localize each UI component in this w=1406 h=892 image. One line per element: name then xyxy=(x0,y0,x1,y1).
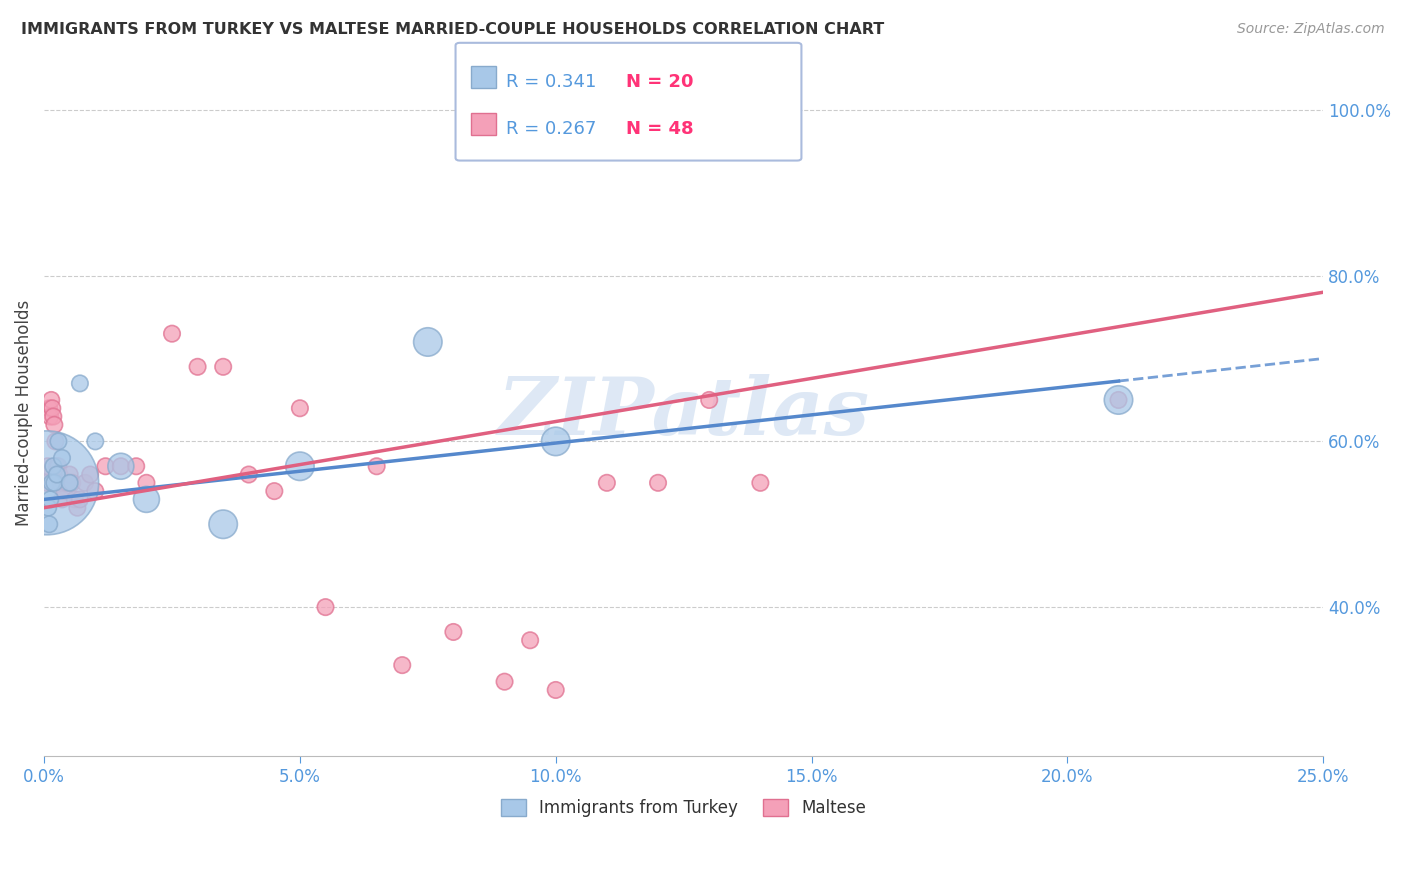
Point xyxy=(212,517,235,532)
Point xyxy=(59,475,82,490)
Point xyxy=(519,633,541,648)
Point xyxy=(39,392,62,407)
Point xyxy=(35,475,58,490)
Text: R = 0.341: R = 0.341 xyxy=(506,73,596,92)
Point xyxy=(69,492,91,507)
Point xyxy=(48,467,70,482)
Point xyxy=(41,401,63,416)
Point xyxy=(544,683,567,698)
Point xyxy=(647,475,669,490)
Legend: Immigrants from Turkey, Maltese: Immigrants from Turkey, Maltese xyxy=(495,792,873,823)
Point xyxy=(45,459,67,474)
Point xyxy=(84,434,107,449)
Point xyxy=(263,484,285,499)
Point xyxy=(212,359,235,374)
Point xyxy=(1108,392,1130,407)
Point xyxy=(187,359,209,374)
Point xyxy=(60,475,83,490)
Text: ZIPatlas: ZIPatlas xyxy=(498,374,870,451)
Point xyxy=(697,392,720,407)
Point xyxy=(84,484,107,499)
Point xyxy=(544,434,567,449)
Point xyxy=(94,459,117,474)
Text: N = 48: N = 48 xyxy=(626,120,693,138)
Point xyxy=(749,475,772,490)
Point xyxy=(35,475,58,490)
Point xyxy=(63,492,86,507)
Point xyxy=(56,475,79,490)
Point xyxy=(69,376,91,391)
Point xyxy=(48,459,70,474)
Point xyxy=(73,475,96,490)
Point xyxy=(48,434,70,449)
Point xyxy=(238,467,260,482)
Point xyxy=(45,467,67,482)
Text: R = 0.267: R = 0.267 xyxy=(506,120,596,138)
Point xyxy=(66,500,89,515)
Point xyxy=(288,459,311,474)
Point xyxy=(37,459,59,474)
Point xyxy=(51,492,73,507)
Point xyxy=(51,450,73,465)
Point xyxy=(441,624,464,639)
Point xyxy=(1108,392,1130,407)
Point xyxy=(52,475,75,490)
Point xyxy=(41,475,63,490)
Text: N = 20: N = 20 xyxy=(626,73,693,92)
Point xyxy=(366,459,388,474)
Point xyxy=(160,326,183,341)
Point xyxy=(42,459,65,474)
Point xyxy=(288,401,311,416)
Point xyxy=(59,467,82,482)
Point xyxy=(37,500,59,515)
Point xyxy=(135,492,157,507)
Point xyxy=(38,401,60,416)
Point xyxy=(494,674,516,689)
Point xyxy=(391,658,413,673)
Point xyxy=(110,459,132,474)
Point xyxy=(42,409,65,424)
Point xyxy=(135,475,157,490)
Point xyxy=(315,600,337,615)
Point xyxy=(44,475,66,490)
Text: IMMIGRANTS FROM TURKEY VS MALTESE MARRIED-COUPLE HOUSEHOLDS CORRELATION CHART: IMMIGRANTS FROM TURKEY VS MALTESE MARRIE… xyxy=(21,22,884,37)
Point xyxy=(596,475,619,490)
Point xyxy=(49,475,72,490)
Point xyxy=(44,434,66,449)
Point xyxy=(39,409,62,424)
Point xyxy=(110,459,132,474)
Point xyxy=(38,517,60,532)
Point xyxy=(34,467,56,482)
Point xyxy=(39,492,62,507)
Point xyxy=(79,467,101,482)
Point xyxy=(125,459,148,474)
Text: Source: ZipAtlas.com: Source: ZipAtlas.com xyxy=(1237,22,1385,37)
Point xyxy=(53,484,76,499)
Y-axis label: Married-couple Households: Married-couple Households xyxy=(15,299,32,525)
Point xyxy=(44,417,66,432)
Point xyxy=(416,334,439,349)
